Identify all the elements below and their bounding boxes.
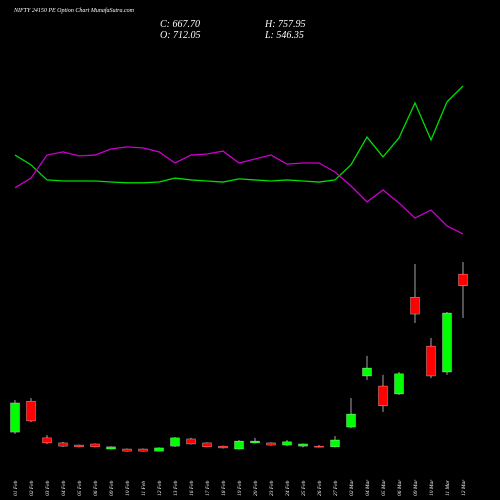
x-tick-label: 27 Feb	[333, 480, 339, 496]
candle-body	[378, 385, 388, 407]
candle-body	[282, 441, 292, 446]
candle-body	[74, 444, 84, 448]
x-tick-label: 01 Feb	[13, 480, 19, 496]
x-tick-label: 16 Feb	[189, 480, 195, 496]
candle-body	[106, 446, 116, 450]
x-tick-label: 04 Feb	[60, 480, 67, 496]
x-tick-label: 06 Mar	[397, 479, 403, 496]
x-tick-label: 24 Feb	[284, 480, 291, 496]
candle-body	[122, 448, 132, 452]
candle-body	[410, 296, 420, 315]
candle-body	[266, 442, 276, 446]
header-close: C: 667.70	[160, 19, 200, 30]
candle-body	[186, 438, 196, 445]
x-tick-label: 06 Feb	[93, 480, 99, 496]
x-tick-label: 05 Feb	[77, 480, 83, 496]
x-tick-label: 09 Feb	[109, 480, 115, 496]
candle-body	[234, 440, 244, 450]
x-tick-label: 12 Feb	[157, 480, 163, 496]
x-tick-label: 10 Feb	[125, 480, 131, 496]
candle-body	[346, 413, 356, 428]
x-tick-label: 09 Mar	[413, 479, 419, 496]
indicator-line	[14, 85, 464, 184]
candle-body	[250, 440, 260, 444]
x-tick-label: 13 Feb	[173, 480, 179, 496]
x-tick-label: 05 Mar	[381, 479, 387, 496]
x-tick-label: 17 Feb	[205, 480, 211, 496]
x-tick-label: 20 Feb	[253, 480, 259, 496]
candle-body	[314, 445, 324, 448]
x-tick-label: 26 Feb	[317, 480, 323, 496]
header-open: O: 712.05	[160, 30, 201, 41]
x-tick-label: 18 Feb	[221, 480, 227, 496]
candle-body	[330, 439, 340, 448]
x-tick-label: 10 Mar	[429, 479, 435, 496]
candle-body	[170, 437, 180, 447]
candle-body	[442, 312, 452, 373]
x-tick-label: 11 Feb	[141, 481, 147, 496]
header-low: L: 546.35	[264, 30, 304, 41]
candle-body	[362, 367, 372, 377]
candle-body	[458, 273, 468, 286]
x-tick-label: 19 Feb	[237, 480, 243, 496]
header-high: H: 757.95	[264, 19, 306, 30]
candle-body	[90, 443, 100, 448]
x-tick-label: 03 Feb	[45, 480, 51, 496]
candle-body	[10, 402, 20, 433]
candle-body	[58, 442, 68, 447]
x-tick-label: 25 Feb	[301, 480, 307, 496]
candle-body	[394, 373, 404, 395]
x-tick-label: 11 Mar	[445, 479, 451, 496]
x-tick-label: 02 Mar	[349, 479, 355, 496]
candle-body	[298, 443, 308, 447]
candle-body	[138, 448, 148, 452]
candle-body	[218, 445, 228, 449]
candle-body	[426, 345, 436, 377]
candle-body	[26, 400, 36, 422]
chart-title: NIFTY 24150 PE Option Chart MunafaSutra.…	[13, 7, 135, 14]
indicator-line	[14, 146, 464, 235]
candle-body	[42, 437, 52, 444]
x-tick-label: 12 Mar	[461, 479, 467, 496]
x-tick-label: 04 Mar	[364, 479, 371, 496]
candle-body	[202, 442, 212, 448]
x-tick-label: 23 Feb	[269, 480, 275, 496]
x-tick-label: 02 Feb	[29, 480, 35, 496]
candle-body	[154, 447, 164, 452]
